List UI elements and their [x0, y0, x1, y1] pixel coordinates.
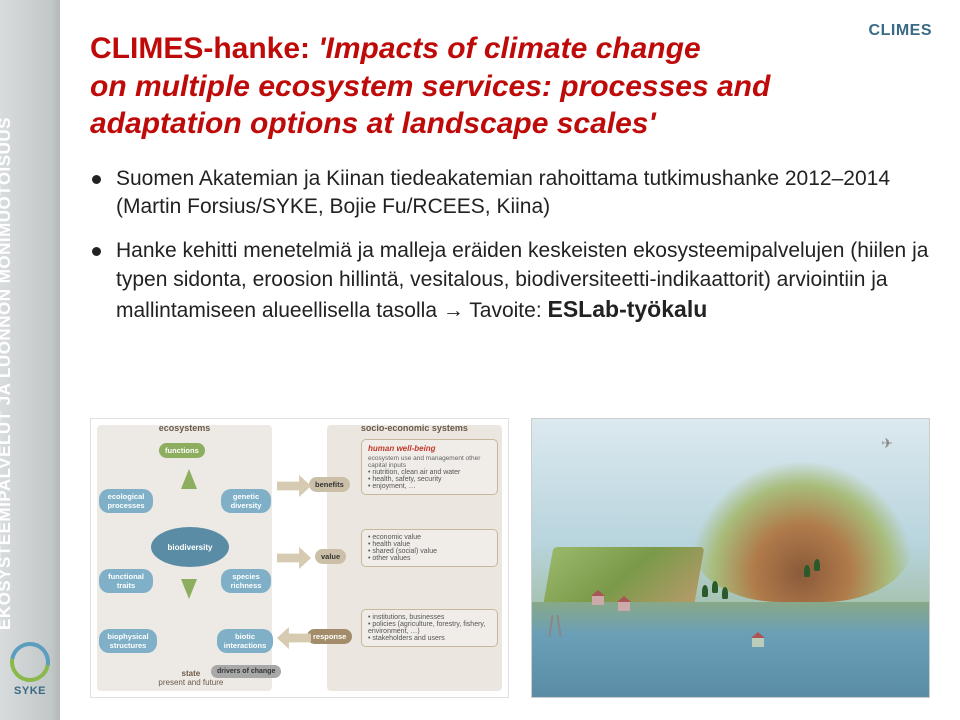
slide-title: CLIMES-hanke: 'Impacts of climate change…	[90, 30, 930, 143]
state-label: state	[182, 669, 201, 678]
box-response: • institutions, businesses • policies (a…	[361, 609, 498, 647]
pill-biotic: biotic interactions	[217, 629, 273, 653]
connector-icon	[277, 627, 311, 649]
box-value: • economic value • health value • shared…	[361, 529, 498, 567]
bullet-list: Suomen Akatemian ja Kiinan tiedeakatemia…	[90, 165, 930, 326]
title-subtitle-1: 'Impacts of climate change	[318, 32, 700, 65]
water-shape	[532, 602, 929, 697]
box-header: human well-being	[368, 444, 491, 453]
airplane-icon: ✈	[881, 435, 893, 452]
tree-icon	[804, 565, 810, 577]
logo-icon	[2, 634, 58, 690]
eslab-label: ESLab-työkalu	[548, 296, 708, 322]
sidebar-vertical-title: EKOSYSTEEMIPALVELUT JA LUONNON MONIMUOTO…	[0, 117, 15, 630]
diagram-ecosystem-services: ecosystems socio-economic systems functi…	[90, 418, 509, 698]
time-label: present and future	[158, 678, 223, 687]
pill-functraits: functional traits	[99, 569, 153, 593]
panel-header: socio-economic systems	[337, 423, 491, 433]
arrow-down-icon	[181, 579, 197, 599]
pill-biophys: biophysical structures	[99, 629, 157, 653]
oval-biodiversity: biodiversity	[151, 527, 229, 567]
pill-benefits: benefits	[309, 477, 350, 492]
tree-icon	[712, 581, 718, 593]
house-icon	[618, 601, 630, 611]
state-footer: state present and future	[99, 669, 283, 687]
box-wellbeing: human well-being ecosystem use and manag…	[361, 439, 498, 495]
box-sub: ecosystem use and management other capit…	[368, 455, 491, 469]
bullet-item: Hanke kehitti menetelmiä ja malleja eräi…	[90, 237, 930, 325]
slide-content: CLIMES-hanke: 'Impacts of climate change…	[90, 30, 930, 341]
bullet-text: Hanke kehitti menetelmiä ja malleja eräi…	[116, 239, 928, 322]
connector-icon	[277, 547, 311, 569]
pylon-icon	[548, 613, 562, 637]
pill-response: response	[307, 629, 352, 644]
pill-functions: functions	[159, 443, 205, 458]
arrow-up-icon	[181, 469, 197, 489]
pill-value: value	[315, 549, 346, 564]
figure-row: ecosystems socio-economic systems functi…	[90, 418, 930, 698]
bullet-item: Suomen Akatemian ja Kiinan tiedeakatemia…	[90, 165, 930, 222]
sidebar: EKOSYSTEEMIPALVELUT JA LUONNON MONIMUOTO…	[0, 0, 60, 720]
syke-logo: SYKE	[6, 642, 54, 702]
bullet-text: Suomen Akatemian ja Kiinan tiedeakatemia…	[116, 167, 890, 218]
box-items: • nutrition, clean air and water • healt…	[368, 469, 491, 490]
title-project: CLIMES-hanke:	[90, 32, 310, 65]
house-icon	[752, 637, 764, 647]
mountain-shape	[691, 458, 913, 603]
logo-label: SYKE	[6, 685, 54, 697]
house-icon	[592, 595, 604, 605]
landscape-illustration: ✈	[531, 418, 930, 698]
connector-icon	[277, 475, 311, 497]
tree-icon	[702, 585, 708, 597]
tree-icon	[722, 587, 728, 599]
panel-header: ecosystems	[115, 423, 255, 433]
title-subtitle-2: on multiple ecosystem services: processe…	[90, 70, 770, 141]
tree-icon	[814, 559, 820, 571]
pill-ecoproc: ecological processes	[99, 489, 153, 513]
pill-specrich: species richness	[221, 569, 271, 593]
pill-gendiv: genetic diversity	[221, 489, 271, 513]
